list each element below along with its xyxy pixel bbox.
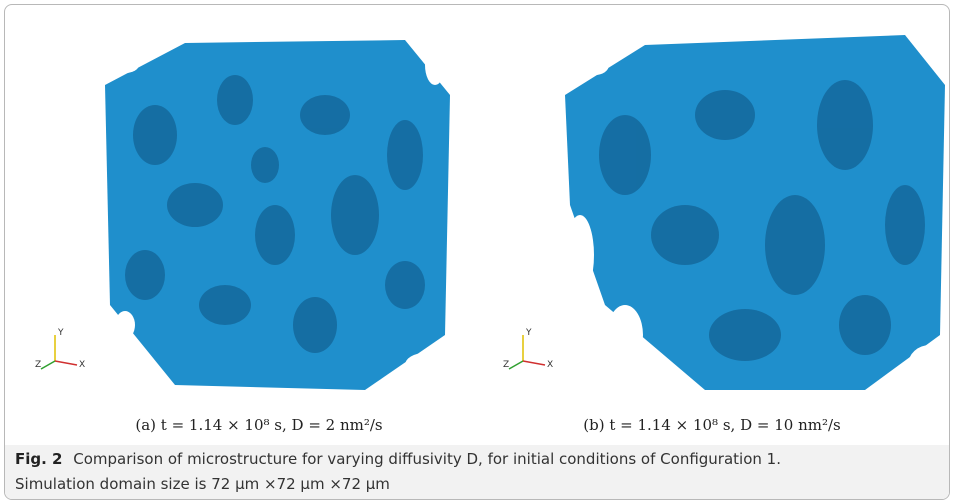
axis-triad-b [508,335,546,370]
axis-label: Y [57,328,64,338]
caption-label: Fig. 2 [15,450,62,468]
subcaption: (a) t = 1.14 × 10⁸ s, D = 2 nm²/s [135,416,382,434]
figure: Y Z X Y Z X (a) t = 1.14 × 10⁸ s, D = 2 … [4,4,950,500]
axis-label: X [79,360,85,370]
caption-bg [5,445,949,499]
figure-canvas: Y Z X Y Z X (a) t = 1.14 × 10⁸ s, D = 2 … [5,35,949,499]
microstructure-a [105,40,450,390]
subcaption: (b) t = 1.14 × 10⁸ s, D = 10 nm²/s [583,416,840,434]
caption-line: Simulation domain size is 72 μm ×72 μm ×… [15,475,390,493]
caption-line: Fig. 2 Comparison of microstructure for … [15,450,781,468]
caption-text: Comparison of microstructure for varying… [73,450,781,468]
axis-label: Z [35,360,41,370]
axis-triad-a [40,335,78,370]
microstructure-b [565,35,949,390]
axis-label: X [547,360,553,370]
axis-label: Z [503,360,509,370]
axis-label: Y [525,328,532,338]
